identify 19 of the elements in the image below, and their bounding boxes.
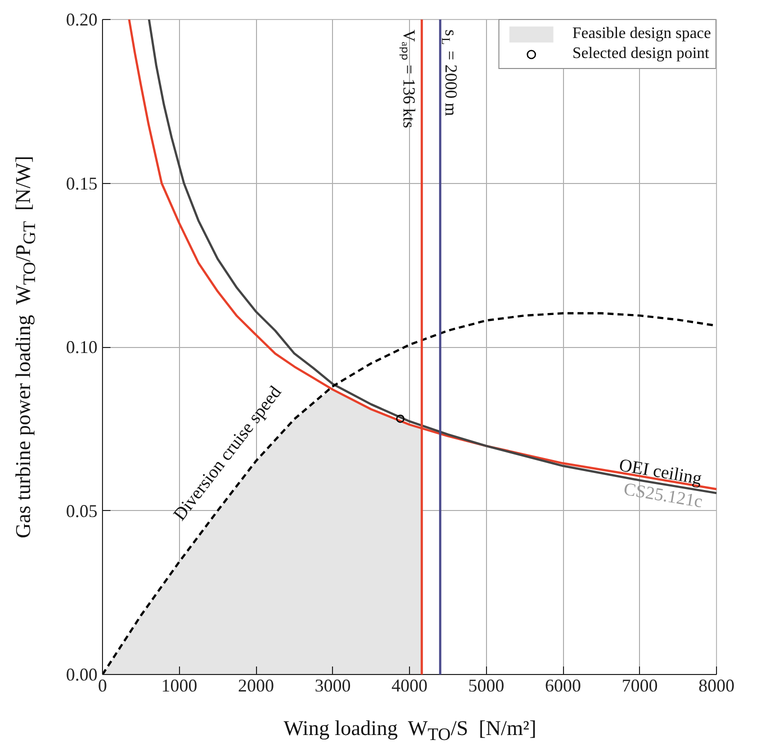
x-tick-label: 5000	[468, 676, 504, 696]
annotation: sL = 2000 m	[439, 30, 461, 116]
y-tick-label: 0.00	[66, 664, 98, 684]
x-tick-label: 3000	[314, 676, 351, 696]
y-tick-label: 0.05	[66, 500, 98, 521]
y-tick-label: 0.10	[66, 337, 98, 357]
x-tick-label: 6000	[545, 676, 581, 696]
x-tick-label: 2000	[238, 676, 274, 696]
legend-label: Feasible design space	[572, 25, 711, 43]
annotation: Vₐₚₚ = 136 kts	[398, 30, 418, 128]
y-tick-label: 0.20	[66, 10, 98, 30]
x-tick-label: 8000	[698, 676, 734, 696]
legend-label: Selected design point	[572, 45, 710, 63]
x-tick-label: 1000	[161, 676, 198, 696]
x-axis-title: Wing loading W$_{TO}$/S [N/m²]	[284, 715, 536, 746]
x-tick-label: 7000	[622, 676, 658, 696]
y-tick-label: 0.15	[66, 173, 98, 194]
x-tick-label: 0	[98, 676, 107, 696]
x-tick-label: 4000	[392, 676, 428, 696]
